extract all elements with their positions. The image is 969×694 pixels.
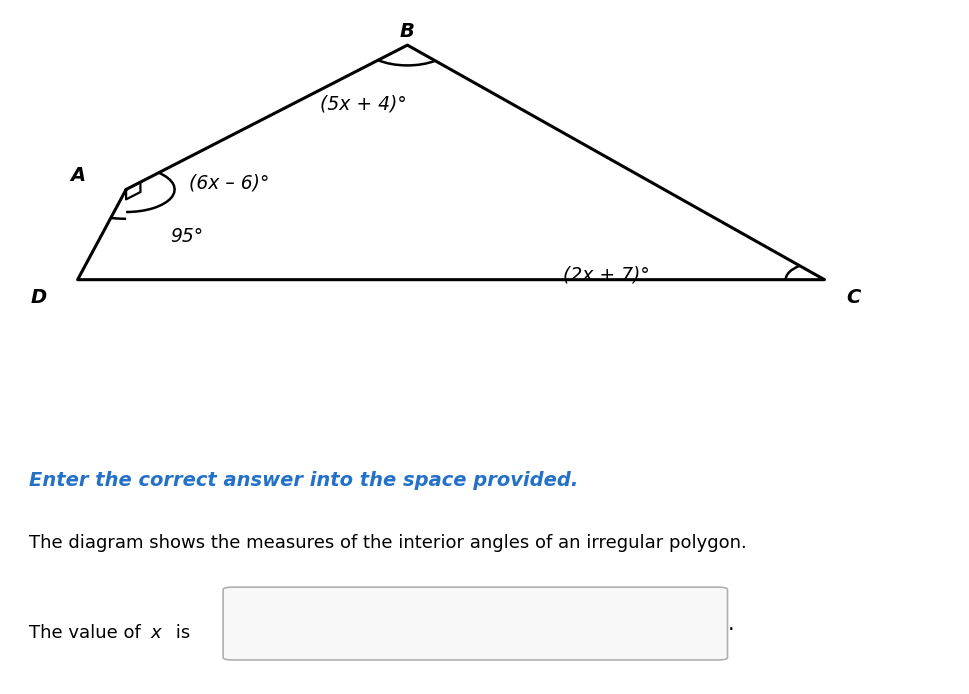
Text: is: is	[170, 625, 190, 642]
FancyBboxPatch shape	[223, 587, 727, 660]
Text: .: .	[727, 613, 734, 634]
Text: A: A	[70, 167, 85, 185]
Text: The diagram shows the measures of the interior angles of an irregular polygon.: The diagram shows the measures of the in…	[29, 534, 746, 552]
Text: The value of: The value of	[29, 625, 146, 642]
Text: D: D	[31, 288, 47, 307]
Text: 95°: 95°	[170, 228, 203, 246]
Text: (5x + 4)°: (5x + 4)°	[320, 95, 406, 114]
Text: Enter the correct answer into the space provided.: Enter the correct answer into the space …	[29, 471, 578, 490]
Text: (6x – 6)°: (6x – 6)°	[189, 174, 269, 192]
Text: (2x + 7)°: (2x + 7)°	[563, 266, 649, 285]
Text: C: C	[846, 288, 860, 307]
Text: x: x	[150, 625, 161, 642]
Text: B: B	[399, 22, 415, 41]
